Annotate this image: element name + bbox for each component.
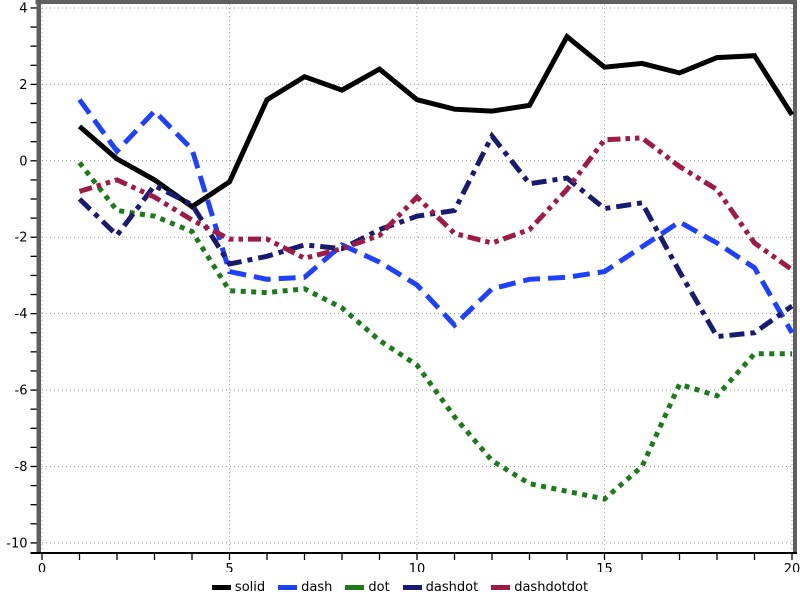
series-line-solid — [77, 32, 795, 210]
plot-frame — [30, 0, 797, 554]
legend-label: dashdotdot — [514, 580, 589, 595]
y-tick-label: -6 — [15, 384, 28, 399]
legend-label: dot — [368, 580, 390, 595]
tick-labels: 420-2-4-6-8-100 5 10 15 20 — [6, 1, 800, 572]
legend-swatch-dashdotdot — [491, 585, 511, 590]
legend-item-dashdotdot: dashdotdot — [491, 580, 588, 595]
chart-legend: solid dash dot dashdot dashdotdot — [0, 580, 800, 595]
series-line-dashdotdot — [78, 135, 794, 272]
x-tick-label: 20 — [784, 562, 800, 572]
series-line-dot — [77, 161, 792, 502]
line-chart: 420-2-4-6-8-100 5 10 15 20 — [6, 0, 800, 572]
legend-swatch-dashdot — [402, 585, 422, 590]
legend-swatch-solid — [211, 585, 231, 590]
y-tick-label: -8 — [15, 460, 28, 475]
y-tick-label: -4 — [15, 307, 28, 322]
y-tick-label: -2 — [15, 231, 28, 246]
x-tick-label: 0 — [38, 562, 46, 572]
y-tick-label: 0 — [19, 154, 27, 169]
series-line-dashdot — [77, 131, 794, 340]
legend-label: dashdot — [425, 580, 479, 595]
legend-item-dashdot: dashdot — [402, 580, 479, 595]
axis-ticks — [30, 7, 793, 560]
legend-swatch-dash — [278, 585, 298, 590]
series-line-dash — [77, 98, 795, 334]
legend-item-dash: dash — [278, 580, 332, 595]
x-tick-label: 10 — [409, 562, 426, 572]
y-tick-label: 4 — [19, 1, 27, 16]
legend-item-dot: dot — [345, 580, 390, 595]
legend-swatch-dot — [345, 585, 365, 590]
legend-label: solid — [234, 580, 266, 595]
y-tick-label: 2 — [19, 78, 27, 93]
gridlines — [41, 4, 795, 553]
x-tick-label: 15 — [596, 562, 613, 572]
legend-item-solid: solid — [211, 580, 266, 595]
legend-label: dash — [301, 580, 333, 595]
x-tick-label: 5 — [225, 562, 233, 572]
y-tick-label: -10 — [6, 536, 27, 551]
